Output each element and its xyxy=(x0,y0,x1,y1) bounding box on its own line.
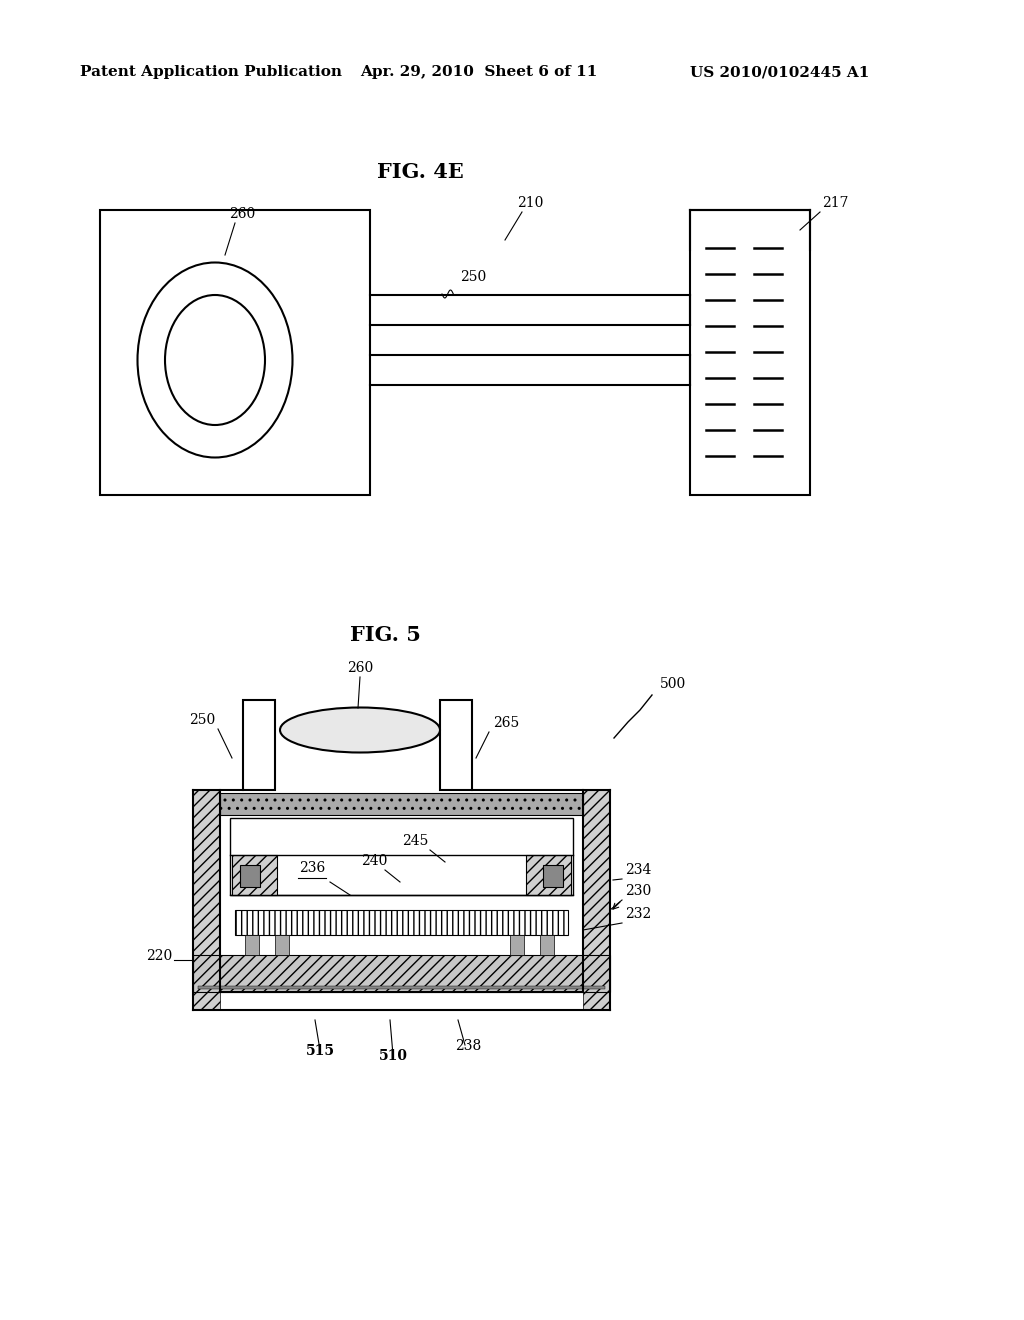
Text: 260: 260 xyxy=(347,661,373,675)
Text: FIG. 4E: FIG. 4E xyxy=(377,162,464,182)
Text: Apr. 29, 2010  Sheet 6 of 11: Apr. 29, 2010 Sheet 6 of 11 xyxy=(360,65,597,79)
Text: 245: 245 xyxy=(401,834,428,847)
Text: 500: 500 xyxy=(660,677,686,690)
Text: 234: 234 xyxy=(625,863,651,876)
Text: US 2010/0102445 A1: US 2010/0102445 A1 xyxy=(690,65,869,79)
Bar xyxy=(583,789,610,1010)
Bar xyxy=(245,935,259,954)
Bar xyxy=(240,865,260,887)
Text: 265: 265 xyxy=(493,715,519,730)
Bar xyxy=(540,935,554,954)
Bar xyxy=(220,793,583,814)
Bar xyxy=(193,954,610,993)
Bar xyxy=(193,789,220,1010)
Bar xyxy=(230,818,573,895)
Text: 236: 236 xyxy=(299,861,326,875)
Bar xyxy=(440,700,472,789)
Text: 515: 515 xyxy=(305,1044,335,1059)
Ellipse shape xyxy=(280,708,440,752)
Text: 260: 260 xyxy=(229,207,255,220)
Text: 232: 232 xyxy=(625,907,651,921)
Text: 217: 217 xyxy=(821,195,848,210)
Bar xyxy=(526,855,571,895)
Text: 250: 250 xyxy=(188,713,215,727)
Bar xyxy=(198,986,605,989)
Bar xyxy=(232,855,278,895)
Text: 220: 220 xyxy=(145,949,172,964)
Bar xyxy=(100,210,370,495)
Bar xyxy=(543,865,563,887)
Bar xyxy=(690,210,810,495)
Text: 510: 510 xyxy=(379,1049,408,1063)
Text: FIG. 5: FIG. 5 xyxy=(349,624,421,645)
Text: 210: 210 xyxy=(517,195,543,210)
Text: Patent Application Publication: Patent Application Publication xyxy=(80,65,342,79)
Text: 240: 240 xyxy=(360,854,387,869)
Bar xyxy=(275,935,289,954)
Text: 250: 250 xyxy=(460,271,486,284)
Bar xyxy=(234,909,568,935)
Text: 238: 238 xyxy=(455,1039,481,1053)
Bar xyxy=(510,935,524,954)
Text: 230: 230 xyxy=(625,884,651,898)
Bar xyxy=(243,700,275,789)
